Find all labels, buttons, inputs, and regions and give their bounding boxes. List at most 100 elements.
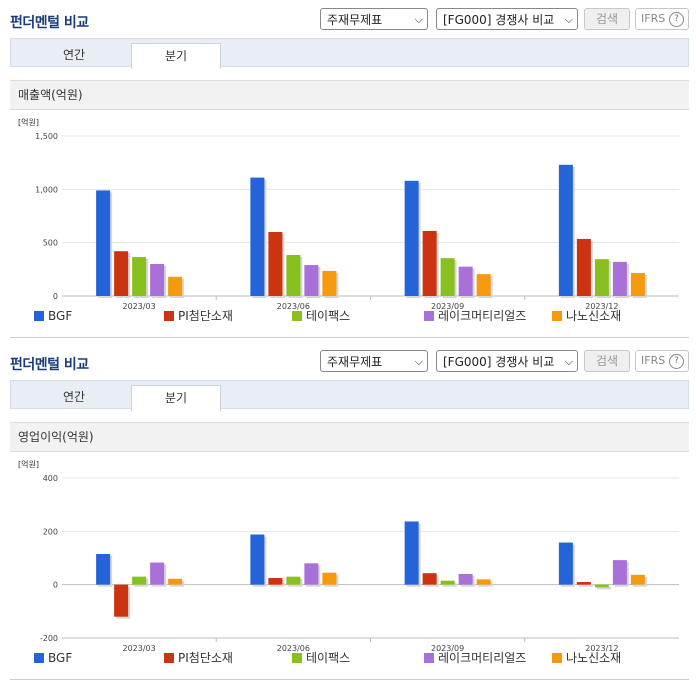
legend-swatch bbox=[424, 653, 434, 663]
legend-label: PI첨단소재 bbox=[178, 309, 233, 323]
bar bbox=[268, 578, 283, 585]
bar bbox=[168, 578, 183, 585]
search-button[interactable]: 검색 bbox=[584, 350, 630, 372]
bar bbox=[286, 254, 301, 296]
operating-profit-panel: 펀더멘털 비교 주재무제표 ⌵ [FG000] 경쟁사 비교 ⌵ 검색 IFRS… bbox=[0, 342, 696, 684]
tab-annual[interactable]: 연간 bbox=[62, 48, 86, 62]
bar bbox=[304, 563, 319, 585]
legend-swatch bbox=[292, 653, 302, 663]
legend-label: PI첨단소재 bbox=[178, 651, 233, 665]
ifrs-label: IFRS bbox=[641, 354, 666, 367]
bar bbox=[150, 264, 165, 296]
compare-value: [FG000] 경쟁사 비교 bbox=[443, 13, 555, 27]
bar bbox=[576, 582, 591, 585]
panel-title: 펀더멘털 비교 bbox=[10, 15, 89, 31]
section-title: 매출액(억원) bbox=[10, 80, 689, 110]
x-tick-label: 2023/09 bbox=[431, 644, 464, 653]
bar bbox=[114, 584, 129, 617]
y-tick-label: 400 bbox=[43, 474, 58, 483]
legend-swatch bbox=[34, 653, 44, 663]
tab-annual[interactable]: 연간 bbox=[62, 390, 86, 404]
bar bbox=[268, 232, 283, 296]
x-tick-label: 2023/06 bbox=[277, 302, 310, 311]
bar bbox=[630, 574, 645, 585]
bar bbox=[422, 573, 437, 585]
bar bbox=[132, 257, 147, 296]
report-type-select[interactable]: 주재무제표 ⌵ bbox=[320, 350, 428, 372]
bar bbox=[558, 164, 573, 296]
help-icon[interactable]: ? bbox=[669, 12, 684, 27]
bar bbox=[168, 276, 183, 296]
legend-swatch bbox=[164, 653, 174, 663]
legend-swatch bbox=[34, 311, 44, 321]
y-tick-label: 200 bbox=[43, 527, 58, 536]
bar bbox=[132, 576, 147, 585]
bar bbox=[250, 534, 265, 585]
bar bbox=[422, 230, 437, 296]
chevron-down-icon: ⌵ bbox=[414, 355, 423, 368]
bar bbox=[440, 258, 455, 296]
bar bbox=[458, 574, 473, 585]
bar bbox=[476, 579, 491, 585]
y-tick-label: -200 bbox=[40, 634, 58, 643]
bar bbox=[458, 266, 473, 296]
chevron-down-icon: ⌵ bbox=[564, 13, 573, 26]
section-title: 영업이익(억원) bbox=[10, 422, 689, 452]
report-type-value: 주재무제표 bbox=[327, 355, 383, 369]
unit-label: [억원] bbox=[18, 459, 39, 469]
legend-swatch bbox=[552, 311, 562, 321]
legend-label: BGF bbox=[48, 651, 72, 665]
legend-label: 레이크머티리얼즈 bbox=[438, 309, 526, 323]
chevron-down-icon: ⌵ bbox=[564, 355, 573, 368]
bar bbox=[304, 265, 319, 296]
operating-profit-chart: [억원] -200 0 200 400 2023/03 2023/06 2023/09 2023… bbox=[18, 459, 679, 665]
legend-label: 나노신소재 bbox=[566, 309, 621, 323]
legend-swatch bbox=[552, 653, 562, 663]
divider bbox=[10, 337, 689, 338]
bar bbox=[576, 238, 591, 296]
x-tick-label: 2023/06 bbox=[277, 644, 310, 653]
bar-shadow bbox=[442, 582, 457, 587]
tab-quarterly[interactable]: 분기 bbox=[131, 385, 221, 411]
bar bbox=[612, 261, 627, 296]
bar bbox=[404, 521, 419, 585]
ifrs-toggle[interactable]: IFRS ? bbox=[635, 8, 689, 30]
divider bbox=[10, 679, 689, 680]
bar bbox=[286, 576, 301, 585]
legend-swatch bbox=[292, 311, 302, 321]
x-tick-label: 2023/12 bbox=[585, 302, 618, 311]
bar-shadow bbox=[578, 584, 593, 587]
bar bbox=[96, 554, 111, 585]
legend-label: 테이팩스 bbox=[306, 651, 350, 665]
bar-shadow bbox=[596, 586, 611, 590]
compare-value: [FG000] 경쟁사 비교 bbox=[443, 355, 555, 369]
y-tick-label: 0 bbox=[53, 292, 58, 301]
x-tick-label: 2023/12 bbox=[585, 644, 618, 653]
bar bbox=[476, 274, 491, 296]
bar bbox=[322, 270, 337, 296]
revenue-panel: 펀더멘털 비교 주재무제표 ⌵ [FG000] 경쟁사 비교 ⌵ 검색 IFRS… bbox=[0, 0, 696, 340]
help-icon[interactable]: ? bbox=[669, 354, 684, 369]
search-button[interactable]: 검색 bbox=[584, 8, 630, 30]
compare-select[interactable]: [FG000] 경쟁사 비교 ⌵ bbox=[436, 350, 578, 372]
chevron-down-icon: ⌵ bbox=[414, 13, 423, 26]
bar bbox=[150, 562, 165, 585]
report-type-select[interactable]: 주재무제표 ⌵ bbox=[320, 8, 428, 30]
legend-label: 테이팩스 bbox=[306, 309, 350, 323]
revenue-chart: [억원] 0 500 1,000 1,500 2023/03 2023/06 2023/09 2… bbox=[18, 117, 679, 323]
bar bbox=[404, 180, 419, 296]
tab-quarterly[interactable]: 분기 bbox=[131, 43, 221, 69]
x-tick-label: 2023/03 bbox=[123, 644, 156, 653]
legend-label: BGF bbox=[48, 309, 72, 323]
report-type-value: 주재무제표 bbox=[327, 13, 383, 27]
ifrs-label: IFRS bbox=[641, 12, 666, 25]
x-tick-label: 2023/09 bbox=[431, 302, 464, 311]
bar bbox=[612, 560, 627, 585]
y-tick-label: 500 bbox=[43, 239, 58, 248]
bar bbox=[322, 572, 337, 585]
ifrs-toggle[interactable]: IFRS ? bbox=[635, 350, 689, 372]
legend-label: 레이크머티리얼즈 bbox=[438, 651, 526, 665]
y-tick-label: 1,000 bbox=[35, 185, 58, 194]
bar bbox=[630, 273, 645, 296]
compare-select[interactable]: [FG000] 경쟁사 비교 ⌵ bbox=[436, 8, 578, 30]
